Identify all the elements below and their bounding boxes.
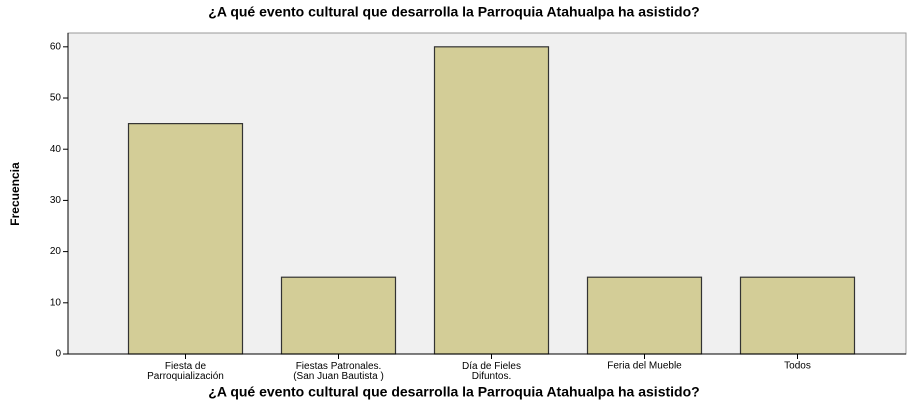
x-tick-label: Feria del Mueble	[607, 361, 682, 372]
y-axis-label: Frecuencia	[8, 162, 22, 226]
y-tick-label: 20	[50, 246, 62, 257]
bar	[280, 276, 397, 355]
y-tick-label: 50	[50, 93, 62, 104]
y-tick-label: 60	[50, 41, 62, 52]
bar	[127, 123, 244, 355]
x-axis-label: ¿A qué evento cultural que desarrolla la…	[208, 384, 699, 400]
y-tick-label: 0	[55, 349, 61, 360]
y-tick-label: 30	[50, 195, 62, 206]
x-tick-label: Fiesta de Parroquialización	[147, 361, 224, 382]
y-tick-label: 40	[50, 144, 62, 155]
x-tick-label: Todos	[784, 361, 811, 372]
chart-title: ¿A qué evento cultural que desarrolla la…	[208, 4, 699, 20]
bar	[586, 276, 703, 355]
y-tick-label: 10	[50, 297, 62, 308]
bar	[433, 46, 550, 355]
x-tick-label: Día de Fieles Difuntos.	[462, 361, 521, 382]
bar	[739, 276, 856, 355]
x-tick-label: Fiestas Patronales. (San Juan Bautista )	[293, 361, 384, 382]
